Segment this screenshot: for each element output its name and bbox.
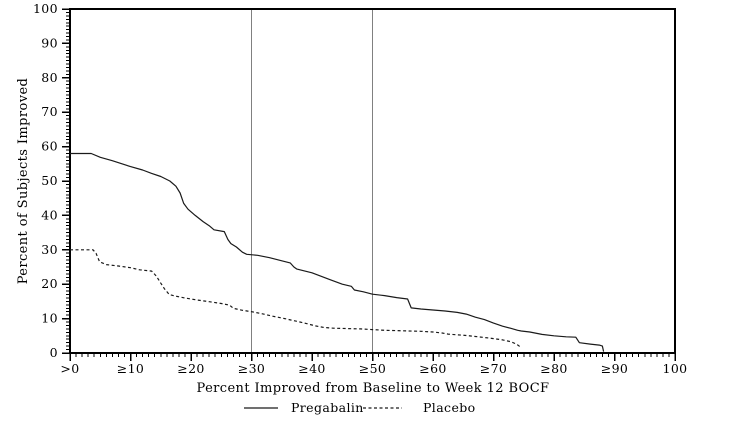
x-tick-label: ≥30 [238,361,266,376]
x-tick-label: ≥10 [117,361,145,376]
plot-area: >0 ≥10 ≥20 ≥30 ≥40 ≥50 ≥60 ≥70 ≥80 ≥90 100 0 10 20 30 4… [33,1,687,376]
y-tick-label: 70 [41,104,58,119]
axes-frame [69,8,676,354]
x-tick-label: ≥90 [601,361,629,376]
x-axis-title: Percent Improved from Baseline to Week 1… [197,381,550,396]
x-tick-label: ≥80 [540,361,568,376]
x-tick-label: ≥50 [359,361,387,376]
y-tick-label: 60 [41,139,58,154]
pregabalin-line [70,152,605,352]
legend: Pregabalin Placebo [244,400,476,415]
y-tick-label: 80 [41,70,58,85]
y-tick-label: 90 [41,35,58,50]
y-tick-label: 30 [41,242,58,257]
legend-pregabalin-label: Pregabalin [291,400,364,415]
x-tick-label: >0 [60,361,79,376]
y-tick-label: 100 [33,1,58,16]
x-tick-label: 100 [662,361,687,376]
y-axis-title: Percent of Subjects Improved [16,78,31,285]
y-tick-label: 10 [41,311,58,326]
x-tick-label: ≥40 [298,361,326,376]
y-tick-label: 20 [41,276,58,291]
x-tick-label: ≥20 [177,361,205,376]
placebo-line [70,249,522,348]
minor-ticks [66,8,676,357]
y-tick-label: 50 [41,173,58,188]
x-tick-label: ≥70 [480,361,508,376]
y-tick-label: 40 [41,207,58,222]
legend-placebo-label: Placebo [423,400,476,415]
x-tick-label: ≥60 [419,361,447,376]
y-tick-label: 0 [50,345,58,360]
